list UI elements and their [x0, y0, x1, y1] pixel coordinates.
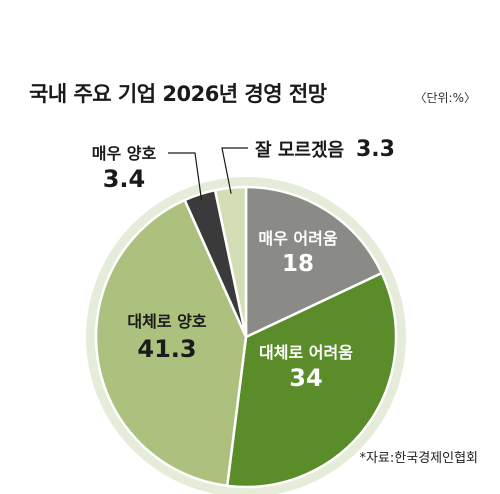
pie-slice-3 [94, 198, 248, 488]
slice-label-1: 매우 어려움 [258, 229, 337, 248]
slice-value-4: 3.4 [103, 165, 146, 193]
pie-slice-1 [244, 185, 384, 339]
slice-value-5: 3.3 [356, 137, 395, 162]
slice-value-3: 41.3 [137, 335, 196, 363]
slice-label-4: 매우 양호 [92, 144, 157, 163]
source-note: *자료:한국경제인협회 [359, 451, 478, 466]
slice-value-1: 18 [282, 251, 314, 277]
unit-label: 〈단위:%〉 [414, 91, 476, 105]
pie-slice-2 [225, 271, 398, 489]
slice-label-5: 잘 모르겠음 [255, 140, 344, 161]
slice-value-2: 34 [289, 364, 322, 392]
slice-label-2: 대체로 어려움 [259, 343, 353, 362]
leader-line-4 [168, 152, 203, 201]
slice-label-3: 대체로 양호 [127, 312, 206, 331]
chart-title: 국내 주요 기업 2026년 경영 전망 [29, 82, 327, 106]
leader-line-5 [221, 147, 248, 194]
